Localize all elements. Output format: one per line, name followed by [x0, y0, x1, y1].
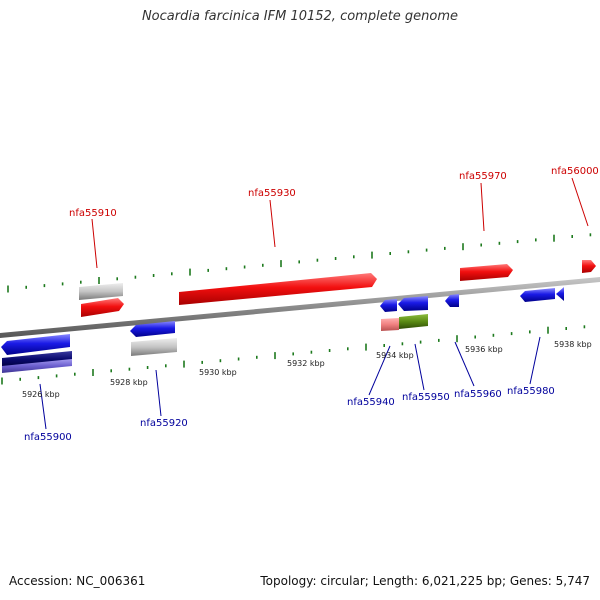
gene-label-nfa55930[interactable]: nfa55930 — [248, 188, 296, 199]
gene-nfa55940-pink-bar[interactable] — [381, 318, 399, 331]
gene-nfa55970-arrow[interactable] — [460, 264, 513, 281]
gene-labels: nfa55910 nfa55930 nfa55970 nfa56000 nfa5… — [24, 166, 599, 443]
gene-label-nfa55970[interactable]: nfa55970 — [459, 171, 507, 182]
scale-label-5932: 5932 kbp — [287, 359, 325, 368]
scale-label-5938: 5938 kbp — [554, 340, 592, 349]
scale-labels: 5926 kbp 5928 kbp 5930 kbp 5932 kbp 5934… — [22, 340, 592, 399]
gene-nfa55950-olive-bar[interactable] — [399, 314, 428, 329]
scale-label-5926: 5926 kbp — [22, 390, 60, 399]
gene-nfa56000-arrow[interactable] — [582, 260, 596, 273]
gene-label-nfa55980[interactable]: nfa55980 — [507, 386, 555, 397]
gene-nfa55950-arrow[interactable] — [398, 296, 428, 311]
gene-grey-fragment-2[interactable] — [131, 338, 177, 356]
leader-lines — [39, 177, 589, 430]
gene-label-nfa55960[interactable]: nfa55960 — [454, 389, 502, 400]
gene-small-blue-arrow[interactable] — [556, 287, 564, 301]
accession-text: Accession: NC_006361 — [9, 574, 146, 588]
gene-nfa55940-arrow[interactable] — [380, 299, 397, 312]
gene-nfa55900-arrow[interactable] — [1, 334, 70, 355]
gene-label-nfa56000[interactable]: nfa56000 — [551, 166, 599, 177]
scale-label-5936: 5936 kbp — [465, 345, 503, 354]
gene-nfa55900-navy-bar[interactable] — [2, 351, 72, 367]
reverse-genes — [1, 287, 564, 373]
gene-nfa55900-violet-bar[interactable] — [2, 359, 72, 373]
scale-label-5928: 5928 kbp — [110, 378, 148, 387]
gene-label-nfa55900[interactable]: nfa55900 — [24, 432, 72, 443]
genome-summary-text: Topology: circular; Length: 6,021,225 bp… — [260, 574, 590, 588]
gene-label-nfa55910[interactable]: nfa55910 — [69, 208, 117, 219]
map-title: Nocardia farcinica IFM 10152, complete g… — [141, 9, 459, 24]
gene-label-nfa55920[interactable]: nfa55920 — [140, 418, 188, 429]
gene-nfa55920-arrow[interactable] — [130, 321, 175, 337]
genome-backbone — [0, 277, 600, 338]
scale-label-5934: 5934 kbp — [376, 351, 414, 360]
gene-nfa55910-arrow[interactable] — [81, 298, 124, 317]
gene-label-nfa55950[interactable]: nfa55950 — [402, 392, 450, 403]
gene-nfa55930-arrow[interactable] — [179, 273, 377, 305]
gene-label-nfa55940[interactable]: nfa55940 — [347, 397, 395, 408]
scale-label-5930: 5930 kbp — [199, 368, 237, 377]
gene-nfa55980-arrow[interactable] — [520, 288, 555, 302]
gene-nfa55960-arrow[interactable] — [445, 294, 459, 307]
gene-grey-fragment-1[interactable] — [79, 283, 123, 300]
tick-marks — [1, 233, 592, 385]
forward-genes — [79, 260, 596, 317]
